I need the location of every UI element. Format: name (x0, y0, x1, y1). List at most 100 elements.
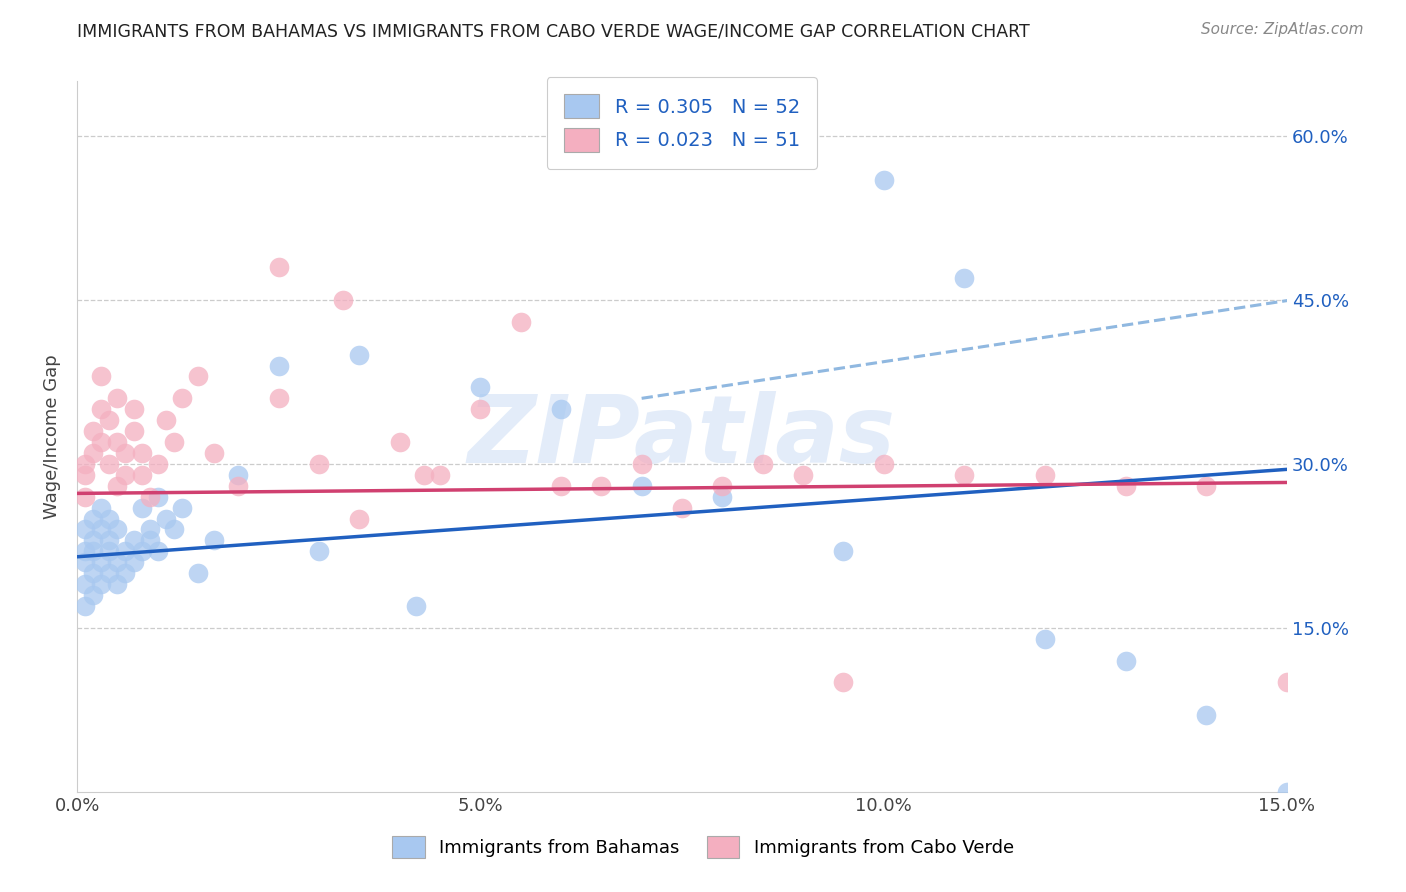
Point (98, 457, 121, 471)
Point (138, 490, 160, 504)
Point (187, 566, 209, 581)
Point (228, 479, 250, 493)
Point (267, 359, 290, 373)
Legend: Immigrants from Bahamas, Immigrants from Cabo Verde: Immigrants from Bahamas, Immigrants from… (378, 822, 1028, 872)
Point (155, 511, 177, 525)
Text: Source: ZipAtlas.com: Source: ZipAtlas.com (1201, 22, 1364, 37)
Point (832, 544, 855, 558)
Text: IMMIGRANTS FROM BAHAMAS VS IMMIGRANTS FROM CABO VERDE WAGE/INCOME GAP CORRELATIO: IMMIGRANTS FROM BAHAMAS VS IMMIGRANTS FR… (77, 22, 1031, 40)
Point (98, 413, 121, 427)
Point (107, 523, 129, 537)
Point (107, 555, 129, 569)
Point (98, 533, 121, 548)
Point (82, 511, 104, 525)
Point (90, 523, 112, 537)
Point (872, 457, 894, 471)
Point (75, 555, 97, 569)
Point (308, 457, 330, 471)
Point (388, 435, 411, 450)
Point (146, 544, 169, 558)
Point (429, 467, 451, 482)
Point (98, 566, 121, 581)
Point (630, 479, 652, 493)
Point (82, 566, 104, 581)
Point (82, 446, 104, 460)
Point (82, 424, 104, 438)
Point (114, 467, 136, 482)
Point (202, 446, 225, 460)
Point (470, 380, 492, 394)
Point (75, 457, 97, 471)
Point (146, 457, 169, 471)
Y-axis label: Wage/Income Gap: Wage/Income Gap (44, 354, 60, 519)
Point (75, 577, 97, 591)
Point (90, 577, 112, 591)
Point (170, 500, 193, 515)
Point (550, 402, 572, 417)
Point (170, 392, 193, 406)
Point (1033, 467, 1056, 482)
Point (470, 402, 492, 417)
Point (953, 467, 976, 482)
Point (751, 457, 773, 471)
Point (90, 402, 112, 417)
Point (1195, 479, 1218, 493)
Point (82, 533, 104, 548)
Point (75, 599, 97, 613)
Point (122, 402, 145, 417)
Point (107, 435, 129, 450)
Point (872, 173, 894, 187)
Point (792, 467, 814, 482)
Point (1033, 632, 1056, 646)
Point (114, 446, 136, 460)
Point (163, 523, 186, 537)
Point (1115, 479, 1137, 493)
Point (405, 599, 427, 613)
Point (138, 533, 160, 548)
Point (82, 588, 104, 602)
Point (75, 467, 97, 482)
Point (131, 500, 153, 515)
Point (163, 435, 186, 450)
Point (267, 260, 290, 275)
Point (711, 479, 734, 493)
Point (267, 392, 290, 406)
Point (122, 424, 145, 438)
Point (131, 544, 153, 558)
Text: ZIPatlas: ZIPatlas (468, 391, 896, 483)
Point (90, 435, 112, 450)
Point (1275, 785, 1298, 799)
Point (308, 544, 330, 558)
Point (1115, 654, 1137, 668)
Point (90, 369, 112, 384)
Point (122, 555, 145, 569)
Point (114, 544, 136, 558)
Point (90, 500, 112, 515)
Point (75, 490, 97, 504)
Point (90, 555, 112, 569)
Point (349, 511, 371, 525)
Point (332, 293, 354, 307)
Point (122, 533, 145, 548)
Point (75, 523, 97, 537)
Point (155, 413, 177, 427)
Point (98, 544, 121, 558)
Point (75, 544, 97, 558)
Point (228, 467, 250, 482)
Point (107, 577, 129, 591)
Point (107, 479, 129, 493)
Point (1195, 708, 1218, 723)
Point (591, 479, 613, 493)
Point (98, 511, 121, 525)
Point (138, 523, 160, 537)
Point (146, 490, 169, 504)
Point (107, 392, 129, 406)
Point (550, 479, 572, 493)
Point (953, 271, 976, 285)
Point (202, 533, 225, 548)
Point (832, 675, 855, 690)
Point (711, 490, 734, 504)
Point (412, 467, 434, 482)
Point (509, 315, 531, 329)
Point (349, 348, 371, 362)
